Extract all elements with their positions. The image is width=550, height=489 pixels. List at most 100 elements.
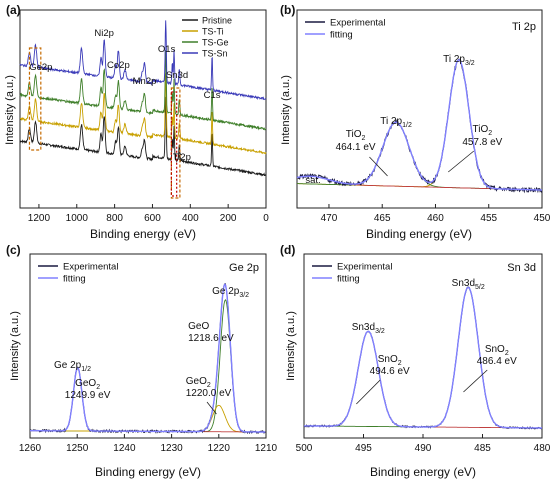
legend-label-fitting: fitting [337,274,360,285]
annot-sn3d52: Sn3d5/2 [452,278,485,291]
peak-label-c1s: C1s [204,90,221,101]
x-tick-label: 1220 [208,443,231,454]
panel-d-label: (d) [280,243,295,257]
panel-a-frame [19,9,267,209]
survey-curve-ts-ge [19,50,267,131]
panel-b-x-ticks: 470 465 460 455 450 [321,204,550,224]
annot-tio2-left: TiO2 [346,129,366,142]
x-tick-label: 400 [182,213,199,224]
panel-d-curves [303,286,543,430]
x-tick-label: 460 [427,213,444,224]
ti2p-pointer [178,151,182,156]
annot-ti2p32: Ti 2p3/2 [443,54,475,67]
survey-curve-ts-sn [19,20,267,101]
fit-component [304,330,542,429]
annot-geo-value: 1218.6 eV [188,333,234,344]
panel-d-x-ticks: 500 495 490 485 480 [296,434,550,454]
peak-label-co2p: Co2p [107,60,130,71]
annot-geo2-left: GeO2 [75,378,100,391]
panel-d-sn3d: (d) Sn 3d 500 495 490 485 480 Experimentalfi… [280,243,550,479]
panel-a-x-ticks: 1200 1000 800 600 400 200 0 [28,204,269,224]
fitting-curve [296,59,542,191]
x-tick-label: 200 [220,213,237,224]
annot-sn3d32: Sn3d3/2 [352,322,385,335]
panel-b-ti2p: (b) Ti 2p 470 465 460 455 450 Experimentalfi… [280,3,550,241]
panel-c-label: (c) [6,243,21,257]
x-tick-label: 1240 [113,443,136,454]
legend-label-fitting: fitting [63,274,86,285]
x-tick-label: 600 [144,213,161,224]
panel-b-ylabel: Intensity (a.u.) [280,75,292,145]
x-tick-label: 1210 [255,443,278,454]
experimental-curve [29,283,266,435]
annot-geo2-left-value: 1249.9 eV [65,390,111,401]
panel-d-xlabel: Binding energy (eV) [370,465,476,479]
x-tick-label: 480 [534,443,550,454]
panel-d-title: Sn 3d [507,262,536,274]
panel-a-curves [19,20,267,177]
panel-c-ge2p: (c) Ge 2p 1260 1250 1240 1230 1220 1210 Exper… [6,243,278,479]
annot-geo: GeO [188,321,209,332]
panel-b-frame [296,9,543,209]
legend-label-experimental: Experimental [337,262,392,273]
legend-label-pristine: Pristine [202,16,232,26]
annot-sno2-left-value: 494.6 eV [370,366,410,377]
x-tick-label: 1250 [66,443,89,454]
peak-label-sn3d: Sn3d [166,70,188,81]
legend-label-experimental: Experimental [330,18,385,29]
annot-tio2-right-value: 457.8 eV [462,137,502,148]
x-tick-label: 470 [321,213,338,224]
annot-pointer [356,379,381,405]
annot-sno2-right: SnO2 [485,344,509,357]
fitting-curve [30,283,266,433]
survey-curve-pristine [19,96,267,177]
panel-a-ylabel: Intensity (a.u.) [4,75,16,145]
annot-geo2-right-value: 1220.0 eV [186,388,232,399]
peak-label-ti2p: Ti2p [173,152,191,163]
panel-c-curves [29,283,266,435]
panel-c-frame [29,253,267,439]
x-tick-label: 450 [534,213,550,224]
panel-c-ylabel: Intensity (a.u.) [9,311,21,381]
fitting-curve [304,286,542,429]
highlight-box-red [170,91,178,197]
annot-sat: sat. [305,175,320,186]
panel-b-curves [296,58,543,194]
annot-ge2p12: Ge 2p1/2 [54,360,91,373]
panel-a-highlight-boxes [28,47,181,199]
x-tick-label: 490 [415,443,432,454]
peak-label-mn2p: Mn2p [133,76,157,87]
panel-c-title: Ge 2p [229,262,259,274]
panel-b-label: (b) [280,3,295,17]
x-tick-label: 455 [480,213,497,224]
fit-component [30,404,266,433]
survey-curve-ts-ti [20,73,267,155]
annot-ti2p12: Ti 2p1/2 [380,116,412,129]
x-tick-label: 465 [374,213,391,224]
panel-b-xlabel: Binding energy (eV) [366,227,472,241]
legend-label-fitting: fitting [330,30,353,41]
panel-a-xlabel: Binding energy (eV) [90,227,196,241]
x-tick-label: 500 [296,443,313,454]
peak-label-ni2p: Ni2p [94,28,114,39]
annot-pointer [206,401,217,415]
annot-pointer [448,150,475,173]
x-tick-label: 1000 [66,213,89,224]
annot-pointer [463,369,488,393]
legend-label-experimental: Experimental [63,262,118,273]
highlight-box [170,87,181,199]
annot-tio2-left-value: 464.1 eV [336,142,376,153]
panel-c-xlabel: Binding energy (eV) [95,465,201,479]
panel-a-survey: (a) 1200 1000 800 600 400 200 0 Ge2p Ni2p Co2pMn… [4,3,269,241]
x-tick-label: 495 [355,443,372,454]
annot-tio2-right: TiO2 [473,124,493,137]
legend-label-ts-ti: TS-Ti [202,27,224,37]
